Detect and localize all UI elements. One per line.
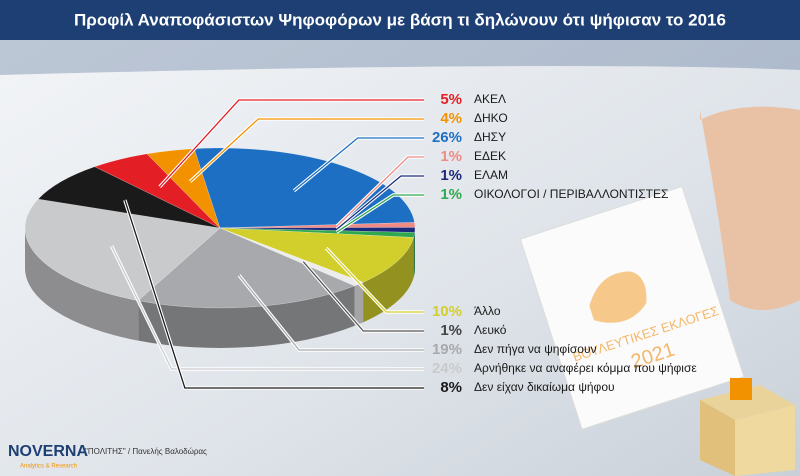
leader-line (110, 245, 424, 370)
slice (219, 227, 416, 233)
category-label: ΕΔΕΚ (474, 149, 506, 163)
category-label: Λευκό (474, 323, 507, 337)
slice (219, 227, 415, 238)
leader-line (293, 137, 424, 192)
slice (37, 166, 221, 229)
leader-line (189, 118, 424, 183)
slice (219, 222, 416, 229)
brand: NOVERNA (8, 443, 88, 460)
slice (94, 153, 221, 229)
category-label: Αρνήθηκε να αναφέρει κόμμα που ψήφισε (474, 361, 697, 375)
credit: "ΠΟΛΙΤΗΣ" / Πανελής Βαλοδώρας (85, 447, 207, 456)
leader-line (302, 261, 424, 332)
cyprus-shape (589, 271, 647, 323)
box-left (700, 400, 735, 476)
category-label: ΔΗΚΟ (474, 111, 508, 125)
value-label: 24% (432, 360, 462, 377)
banner-shadow (0, 38, 800, 75)
slice (193, 147, 415, 229)
leader-line (336, 194, 424, 233)
value-label: 4% (440, 110, 462, 127)
hand (700, 106, 800, 311)
category-label: ΟΙΚΟΛΟΓΟΙ / ΠΕΡΙΒΑΛΛΟΝΤΙΣΤΕΣ (474, 187, 668, 201)
value-label: 1% (440, 322, 462, 339)
ballot-box (700, 378, 795, 476)
value-label: 10% (432, 303, 462, 320)
category-label: Δεν είχαν δικαίωμα ψήφου (474, 380, 615, 394)
category-label: ΕΛΑΜ (474, 168, 508, 182)
leader-line (159, 99, 424, 188)
leader-line (325, 247, 424, 313)
box-right (735, 405, 795, 476)
slice (137, 227, 356, 309)
value-label: 1% (440, 167, 462, 184)
value-label: 5% (440, 91, 462, 108)
ballot-paper: ΒΟΥΛΕΥΤΙΚΕΣ ΕΚΛΟΓΕΣ 2021 (519, 185, 745, 430)
leader-line (124, 199, 424, 389)
box-icon (730, 378, 752, 400)
slice (219, 227, 414, 283)
pie (24, 147, 416, 349)
slice-side (25, 228, 139, 341)
value-label: 26% (432, 129, 462, 146)
category-label: Δεν πήγα να ψηφίσουν (474, 342, 597, 356)
leader-line (238, 274, 424, 351)
leader-line (336, 156, 424, 227)
title-bar (0, 0, 800, 40)
slice-side (138, 285, 355, 349)
category-label: ΔΗΣΥ (474, 130, 506, 144)
tagline: Analytics & Research (20, 464, 77, 470)
slice-side (413, 232, 415, 278)
slice-side (354, 282, 364, 326)
category-label: Άλλο (474, 304, 501, 318)
slice (24, 198, 221, 301)
leader-line (336, 175, 424, 230)
chart-title: Προφίλ Αναποφάσιστων Ψηφοφόρων με βάση τ… (74, 10, 726, 29)
value-label: 8% (440, 379, 462, 396)
category-label: ΑΚΕΛ (474, 92, 506, 106)
value-label: 1% (440, 186, 462, 203)
value-label: 19% (432, 341, 462, 358)
box-top (700, 385, 795, 420)
value-label: 1% (440, 148, 462, 165)
